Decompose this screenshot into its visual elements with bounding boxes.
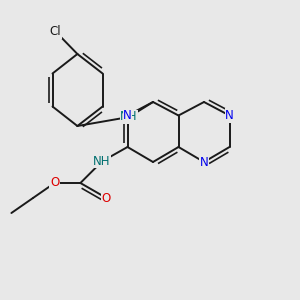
Text: Cl: Cl [50, 25, 61, 38]
Text: N: N [123, 109, 132, 122]
Text: NH: NH [93, 155, 111, 168]
Text: O: O [50, 176, 59, 190]
Text: O: O [102, 191, 111, 205]
Text: NH: NH [120, 110, 138, 124]
Text: N: N [200, 155, 208, 169]
Text: N: N [225, 109, 234, 122]
